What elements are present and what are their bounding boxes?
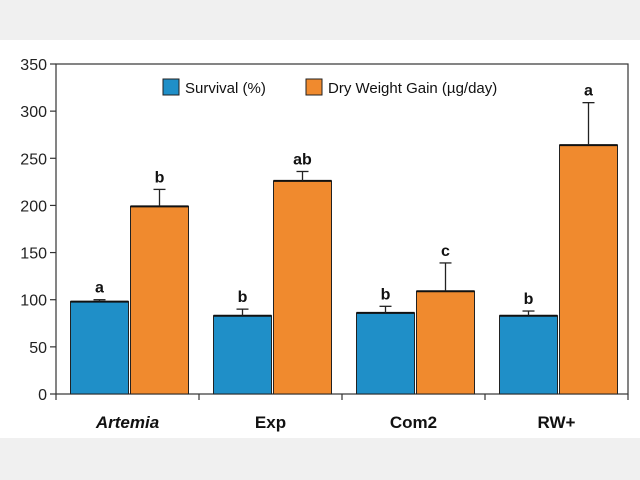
x-category-label: Exp	[255, 413, 286, 432]
legend: Survival (%) Dry Weight Gain (µg/day)	[162, 78, 497, 97]
bar-survival	[499, 315, 558, 395]
bar-survival	[356, 312, 415, 395]
y-tick-label: 50	[29, 340, 47, 357]
x-axis: Artemia Exp Com2 RW+	[55, 394, 629, 432]
bar-dry-weight-gain	[130, 205, 189, 395]
legend-swatch	[162, 78, 180, 96]
legend-label: Survival (%)	[185, 80, 266, 97]
y-tick-label: 150	[20, 246, 47, 263]
bar-survival	[70, 301, 129, 395]
significance-letter: b	[238, 289, 248, 306]
y-tick-label: 100	[20, 293, 47, 310]
significance-letter: b	[524, 291, 534, 308]
x-category-label: Com2	[390, 413, 437, 432]
y-tick-label: 200	[20, 198, 47, 215]
significance-letter: c	[441, 243, 450, 260]
y-tick-label: 300	[20, 104, 47, 121]
y-tick-label: 0	[38, 387, 47, 404]
significance-letter: a	[584, 83, 593, 100]
significance-letter: b	[155, 169, 165, 186]
y-tick-label: 250	[20, 151, 47, 168]
bar-dry-weight-gain	[273, 180, 332, 395]
bar-dry-weight-gain	[559, 144, 618, 395]
bar-survival	[213, 315, 272, 395]
legend-swatch	[305, 78, 323, 96]
significance-letter: a	[95, 280, 104, 297]
bar-dry-weight-gain	[416, 290, 475, 395]
x-category-label: Artemia	[95, 413, 159, 432]
significance-letter: b	[381, 286, 391, 303]
significance-letter: ab	[293, 151, 312, 168]
y-tick-label: 350	[20, 57, 47, 74]
legend-label: Dry Weight Gain (µg/day)	[328, 80, 497, 97]
x-category-label: RW+	[538, 413, 576, 432]
